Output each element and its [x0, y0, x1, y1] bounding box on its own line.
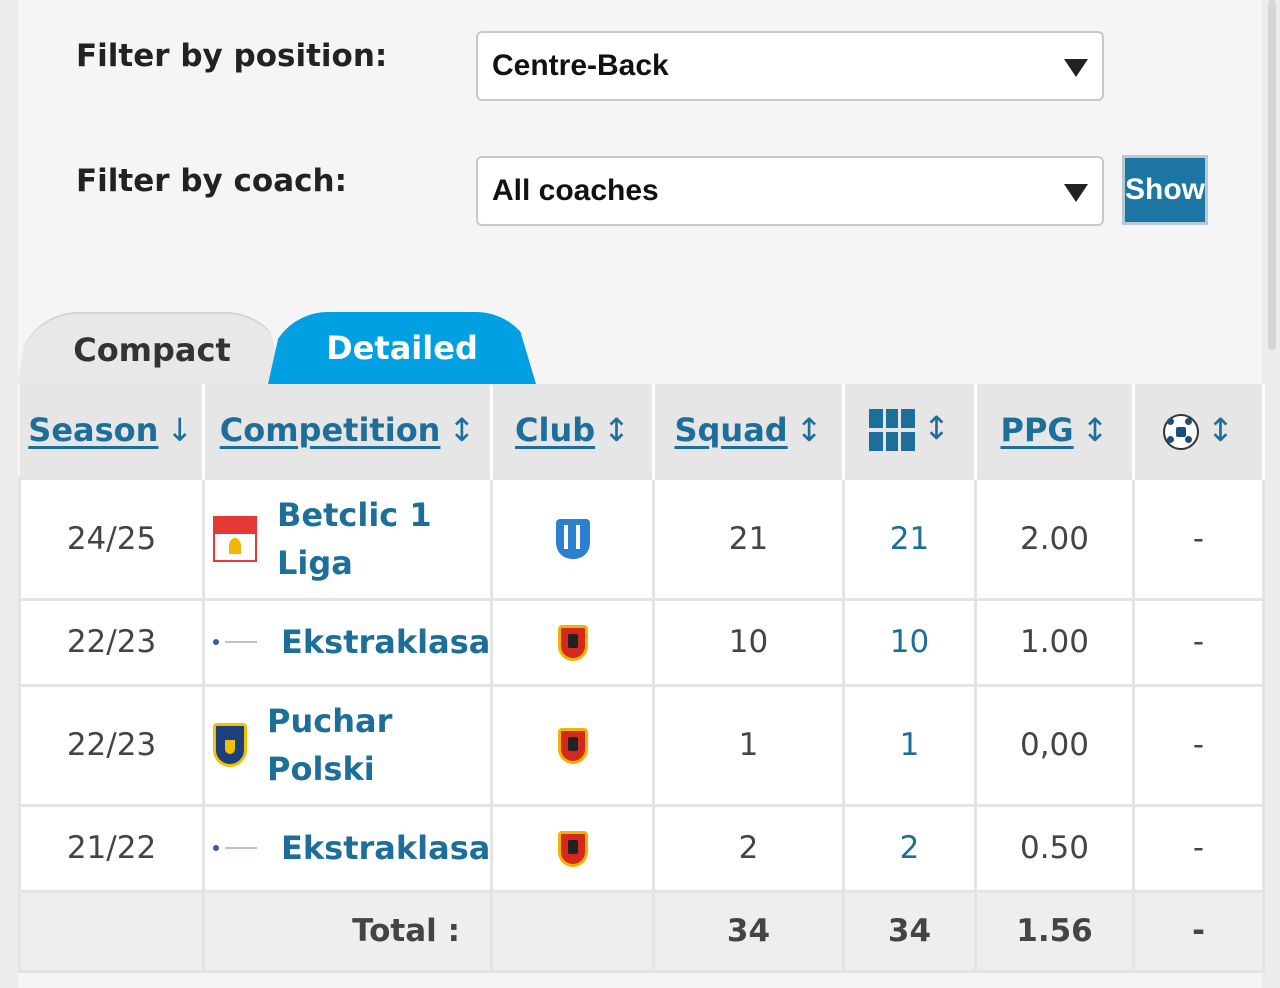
- scrollbar[interactable]: [1268, 0, 1276, 350]
- tab-detailed[interactable]: Detailed: [268, 312, 536, 384]
- ppg-cell: 1.00: [974, 597, 1135, 687]
- competition-link[interactable]: Ekstraklasa: [281, 623, 491, 661]
- season-cell: 22/23: [18, 597, 205, 687]
- competition-cell: Ekstraklasa: [202, 803, 493, 893]
- competition-cell: Betclic 1 Liga: [202, 476, 493, 601]
- coach-select[interactable]: All coaches: [476, 156, 1104, 226]
- club-cell: [490, 803, 655, 893]
- sort-icon[interactable]: ↕: [603, 411, 630, 450]
- total-empty-cell: [18, 889, 205, 973]
- ppg-cell: 0.50: [974, 803, 1135, 893]
- header-squad-label[interactable]: Squad: [674, 411, 788, 450]
- ppg-cell: 0,00: [974, 683, 1135, 807]
- position-select-value: Centre-Back: [492, 49, 669, 82]
- table-row: 21/22 Ekstraklasa 2 2 0.50 -: [18, 803, 1265, 893]
- competition-link[interactable]: Puchar Polski: [267, 702, 393, 788]
- sort-icon[interactable]: ↕: [448, 411, 476, 450]
- total-label: Total :: [202, 889, 493, 973]
- table-row: 22/23 Ekstraklasa 10 10 1.00 -: [18, 597, 1265, 687]
- header-ppg-label[interactable]: PPG: [1000, 411, 1074, 450]
- total-ppg: 1.56: [974, 889, 1135, 973]
- table-row: 22/23 Puchar Polski 1 1 0,00 -: [18, 683, 1265, 807]
- header-club-label[interactable]: Club: [515, 411, 596, 450]
- header-club[interactable]: Club ↕: [491, 384, 655, 478]
- header-ppg[interactable]: PPG ↕: [975, 384, 1135, 478]
- header-goals[interactable]: ↕: [1133, 384, 1265, 478]
- total-appearances: 34: [842, 889, 977, 973]
- squad-cell: 10: [652, 597, 845, 687]
- goals-cell: -: [1132, 803, 1265, 893]
- show-button[interactable]: Show: [1122, 155, 1208, 225]
- club-crest-icon[interactable]: [555, 518, 590, 559]
- ekstraklasa-logo-icon[interactable]: [213, 638, 261, 646]
- table-header-row: Season ↓ Competition ↕ Club ↕ Squad ↕ ↕ PPG ↕…: [19, 384, 1265, 478]
- coach-select-value: All coaches: [492, 174, 659, 207]
- sort-icon[interactable]: ↕: [1207, 410, 1234, 449]
- header-squad[interactable]: Squad ↕: [653, 384, 845, 478]
- club-cell: [490, 476, 655, 601]
- competition-cell: Ekstraklasa: [202, 597, 493, 687]
- tab-compact[interactable]: Compact: [18, 312, 286, 384]
- club-crest-icon[interactable]: [557, 624, 588, 661]
- position-filter-label: Filter by position:: [76, 38, 388, 74]
- table-row: 24/25 Betclic 1 Liga 21 21 2.00 -: [18, 476, 1265, 601]
- stats-table: Season ↓ Competition ↕ Club ↕ Squad ↕ ↕ PPG ↕…: [18, 384, 1265, 973]
- competition-link[interactable]: Betclic 1 Liga: [277, 495, 432, 582]
- club-crest-icon[interactable]: [557, 727, 588, 764]
- club-crest-icon[interactable]: [557, 830, 588, 867]
- club-cell: [490, 683, 655, 807]
- total-row: Total : 34 34 1.56 -: [18, 889, 1265, 973]
- position-select[interactable]: Centre-Back: [476, 31, 1104, 101]
- competition-link[interactable]: Ekstraklasa: [281, 829, 491, 867]
- ekstraklasa-logo-icon[interactable]: [213, 844, 261, 852]
- appearances-link[interactable]: 2: [842, 803, 977, 893]
- goals-cell: -: [1132, 683, 1265, 807]
- sort-desc-icon[interactable]: ↓: [166, 411, 194, 450]
- competition-cell: Puchar Polski: [202, 683, 493, 807]
- squad-cell: 21: [652, 476, 845, 601]
- total-squad: 34: [652, 889, 845, 973]
- appearances-link[interactable]: 21: [842, 476, 977, 601]
- coach-filter-label: Filter by coach:: [76, 163, 347, 199]
- sort-icon[interactable]: ↕: [1081, 411, 1109, 450]
- ball-icon[interactable]: [1163, 413, 1200, 450]
- puchar-polski-logo-icon[interactable]: [213, 723, 247, 767]
- sort-icon[interactable]: ↕: [923, 409, 950, 448]
- sort-icon[interactable]: ↕: [795, 411, 823, 450]
- total-goals: -: [1132, 889, 1265, 973]
- season-cell: 22/23: [18, 683, 205, 807]
- betclic-logo-icon[interactable]: [213, 515, 257, 562]
- header-season[interactable]: Season ↓: [19, 384, 205, 478]
- total-empty-cell: [490, 889, 655, 973]
- caret-down-icon: [1064, 184, 1088, 202]
- season-cell: 24/25: [18, 476, 205, 601]
- header-competition-label[interactable]: Competition: [219, 411, 441, 450]
- season-cell: 21/22: [18, 803, 205, 893]
- appearances-link[interactable]: 10: [842, 597, 977, 687]
- header-competition[interactable]: Competition ↕: [203, 384, 493, 478]
- ppg-cell: 2.00: [974, 476, 1135, 601]
- header-appearances[interactable]: ↕: [843, 384, 977, 478]
- goals-cell: -: [1132, 476, 1265, 601]
- squad-cell: 1: [652, 683, 845, 807]
- goals-cell: -: [1132, 597, 1265, 687]
- pitch-icon[interactable]: [869, 409, 916, 452]
- appearances-link[interactable]: 1: [842, 683, 977, 807]
- squad-cell: 2: [652, 803, 845, 893]
- club-cell: [490, 597, 655, 687]
- caret-down-icon: [1064, 59, 1088, 77]
- header-season-label[interactable]: Season: [28, 411, 159, 450]
